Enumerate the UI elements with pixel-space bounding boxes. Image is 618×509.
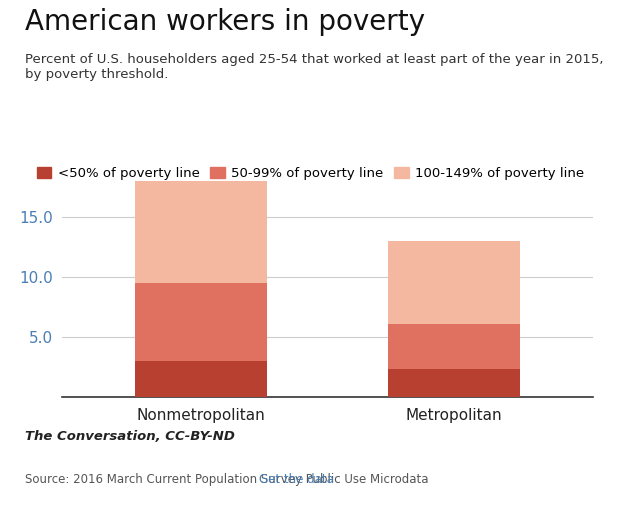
Bar <box>388 241 520 324</box>
Text: American workers in poverty: American workers in poverty <box>25 8 425 36</box>
Text: Percent of U.S. householders aged 25-54 that worked at least part of the year in: Percent of U.S. householders aged 25-54 … <box>25 53 603 81</box>
Bar <box>388 370 520 397</box>
Text: The Conversation, CC-BY-ND: The Conversation, CC-BY-ND <box>25 430 235 443</box>
Bar <box>135 361 267 397</box>
Legend: <50% of poverty line, 50-99% of poverty line, 100-149% of poverty line: <50% of poverty line, 50-99% of poverty … <box>32 162 590 185</box>
Text: Get the data: Get the data <box>260 473 334 486</box>
Text: Source: 2016 March Current Population Survey Public Use Microdata: Source: 2016 March Current Population Su… <box>25 473 432 486</box>
Bar <box>388 324 520 370</box>
Bar <box>135 181 267 283</box>
Bar <box>135 283 267 361</box>
